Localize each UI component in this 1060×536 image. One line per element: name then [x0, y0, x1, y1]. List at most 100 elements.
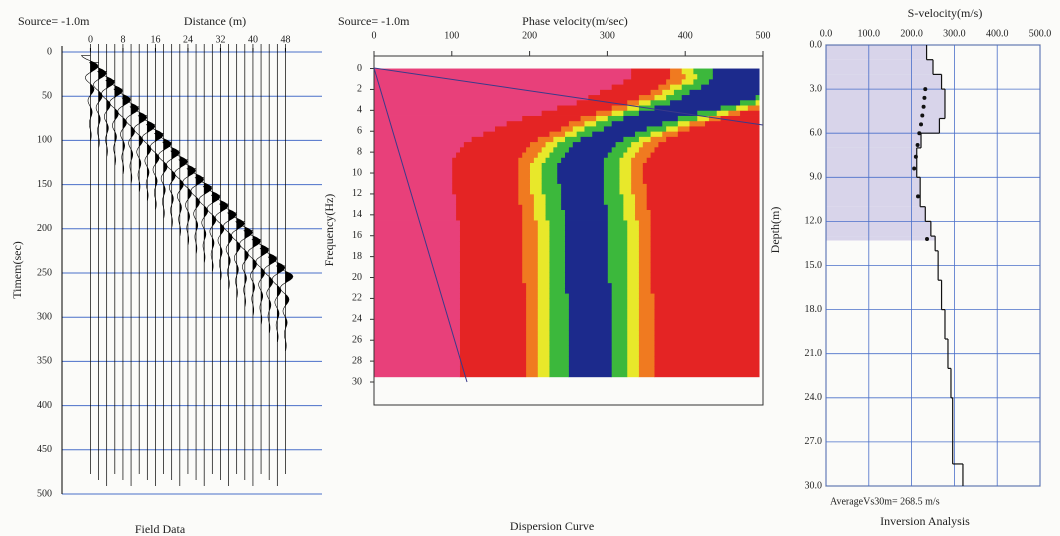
spectrum-cell	[666, 136, 760, 142]
spectrum-cell	[549, 152, 565, 158]
spectrum-cell	[561, 199, 604, 205]
spectrum-cell	[565, 131, 577, 137]
spectrum-cell	[639, 231, 651, 237]
spectrum-cell	[522, 262, 538, 268]
spectrum-cell	[604, 183, 620, 189]
spectrum-cell	[623, 199, 635, 205]
spectrum-cell	[584, 121, 596, 127]
spectrum-cell	[604, 157, 620, 163]
spectrum-cell	[530, 178, 542, 184]
spectrum-cell	[654, 345, 759, 351]
spectrum-cell	[557, 178, 604, 184]
spectrum-cell	[460, 147, 527, 153]
spectrum-cell	[569, 345, 612, 351]
spectrum-cell	[533, 215, 545, 221]
spectrum-cell	[530, 163, 542, 169]
y-tick-label: 150	[37, 179, 52, 190]
spectrum-cell	[545, 215, 565, 221]
spectrum-cell	[460, 257, 523, 263]
spectrum-cell	[526, 335, 538, 341]
spectrum-cell	[611, 298, 627, 304]
y-tick-label: 50	[42, 90, 52, 101]
spectrum-cell	[561, 204, 608, 210]
spectrum-cell	[526, 298, 538, 304]
spectrum-cell	[569, 293, 612, 299]
y-tick-label: 18	[352, 251, 362, 262]
spectrum-cell	[522, 231, 538, 237]
spectrum-cell	[526, 372, 538, 378]
spectrum-cell	[646, 199, 759, 205]
spectrum-cell	[456, 152, 523, 158]
spectrum-cell	[635, 152, 651, 158]
spectrum-cell	[712, 69, 759, 75]
spectrum-cell	[611, 304, 627, 310]
spectrum-cell	[607, 220, 627, 226]
x-tick-label: 500	[756, 30, 771, 41]
spectrum-cell	[518, 157, 534, 163]
spectrum-cell	[460, 293, 527, 299]
spectrum-cell	[635, 194, 647, 200]
spectrum-cell	[537, 136, 553, 142]
spectrum-cell	[639, 345, 655, 351]
spectrum-cell	[460, 319, 527, 325]
spectrum-cell	[565, 136, 581, 142]
spectrum-cell	[537, 246, 549, 252]
spectrum-cell	[460, 272, 523, 278]
spectrum-cell	[537, 267, 549, 273]
spectrum-cell	[553, 147, 569, 153]
spectrum-cell	[611, 325, 627, 331]
spectrum-cell	[374, 257, 460, 263]
spectrum-cell	[549, 257, 565, 263]
y-tick-label: 500	[37, 488, 52, 499]
spectrum-cell	[576, 131, 592, 137]
spectrum-cell	[526, 340, 538, 346]
spectrum-cell	[549, 293, 569, 299]
spectrum-cell	[545, 210, 565, 216]
x-axis-title: Distance (m)	[184, 14, 246, 28]
spectrum-cell	[561, 189, 604, 195]
spectrum-cell	[522, 278, 538, 284]
spectrum-cell	[635, 215, 651, 221]
spectrum-cell	[549, 309, 569, 315]
spectrum-cell	[639, 309, 655, 315]
spectrum-cell	[627, 340, 639, 346]
spectrum-cell	[654, 330, 759, 336]
spectrum-cell	[639, 267, 651, 273]
caption: Inversion Analysis	[880, 514, 970, 528]
spectrum-cell	[635, 204, 647, 210]
spectrum-cell	[627, 314, 639, 320]
spectrum-cell	[565, 152, 608, 158]
dispersion-point	[917, 131, 921, 135]
spectrum-cell	[627, 288, 639, 294]
spectrum-cell	[639, 330, 655, 336]
spectrum-cell	[611, 283, 627, 289]
spectrum-cell	[736, 105, 748, 111]
spectrum-cell	[650, 100, 670, 106]
spectrum-cell	[537, 314, 549, 320]
chart-title: Source= -1.0m	[338, 14, 410, 28]
spectrum-cell	[670, 74, 686, 80]
spectrum-cell	[526, 304, 538, 310]
spectrum-cell	[627, 330, 639, 336]
spectrum-cell	[537, 356, 549, 362]
chart-title: S-velocity(m/s)	[908, 6, 983, 20]
spectrum-cell	[549, 319, 569, 325]
spectrum-cell	[662, 89, 674, 95]
spectrum-cell	[565, 225, 608, 231]
spectrum-cell	[537, 330, 549, 336]
spectrum-cell	[374, 231, 460, 237]
spectrum-cell	[537, 220, 549, 226]
spectrum-cell	[631, 168, 643, 174]
spectrum-cell	[689, 126, 759, 132]
spectrum-cell	[627, 366, 639, 372]
spectrum-cell	[541, 183, 561, 189]
spectrum-cell	[522, 236, 538, 242]
spectrum-cell	[755, 100, 759, 106]
spectrum-cell	[623, 116, 678, 122]
spectrum-cell	[495, 126, 562, 132]
spectrum-cell	[654, 366, 759, 372]
spectrum-cell	[565, 220, 608, 226]
spectrum-cell	[611, 288, 627, 294]
spectrum-cell	[631, 189, 647, 195]
spectrum-cell	[569, 298, 612, 304]
